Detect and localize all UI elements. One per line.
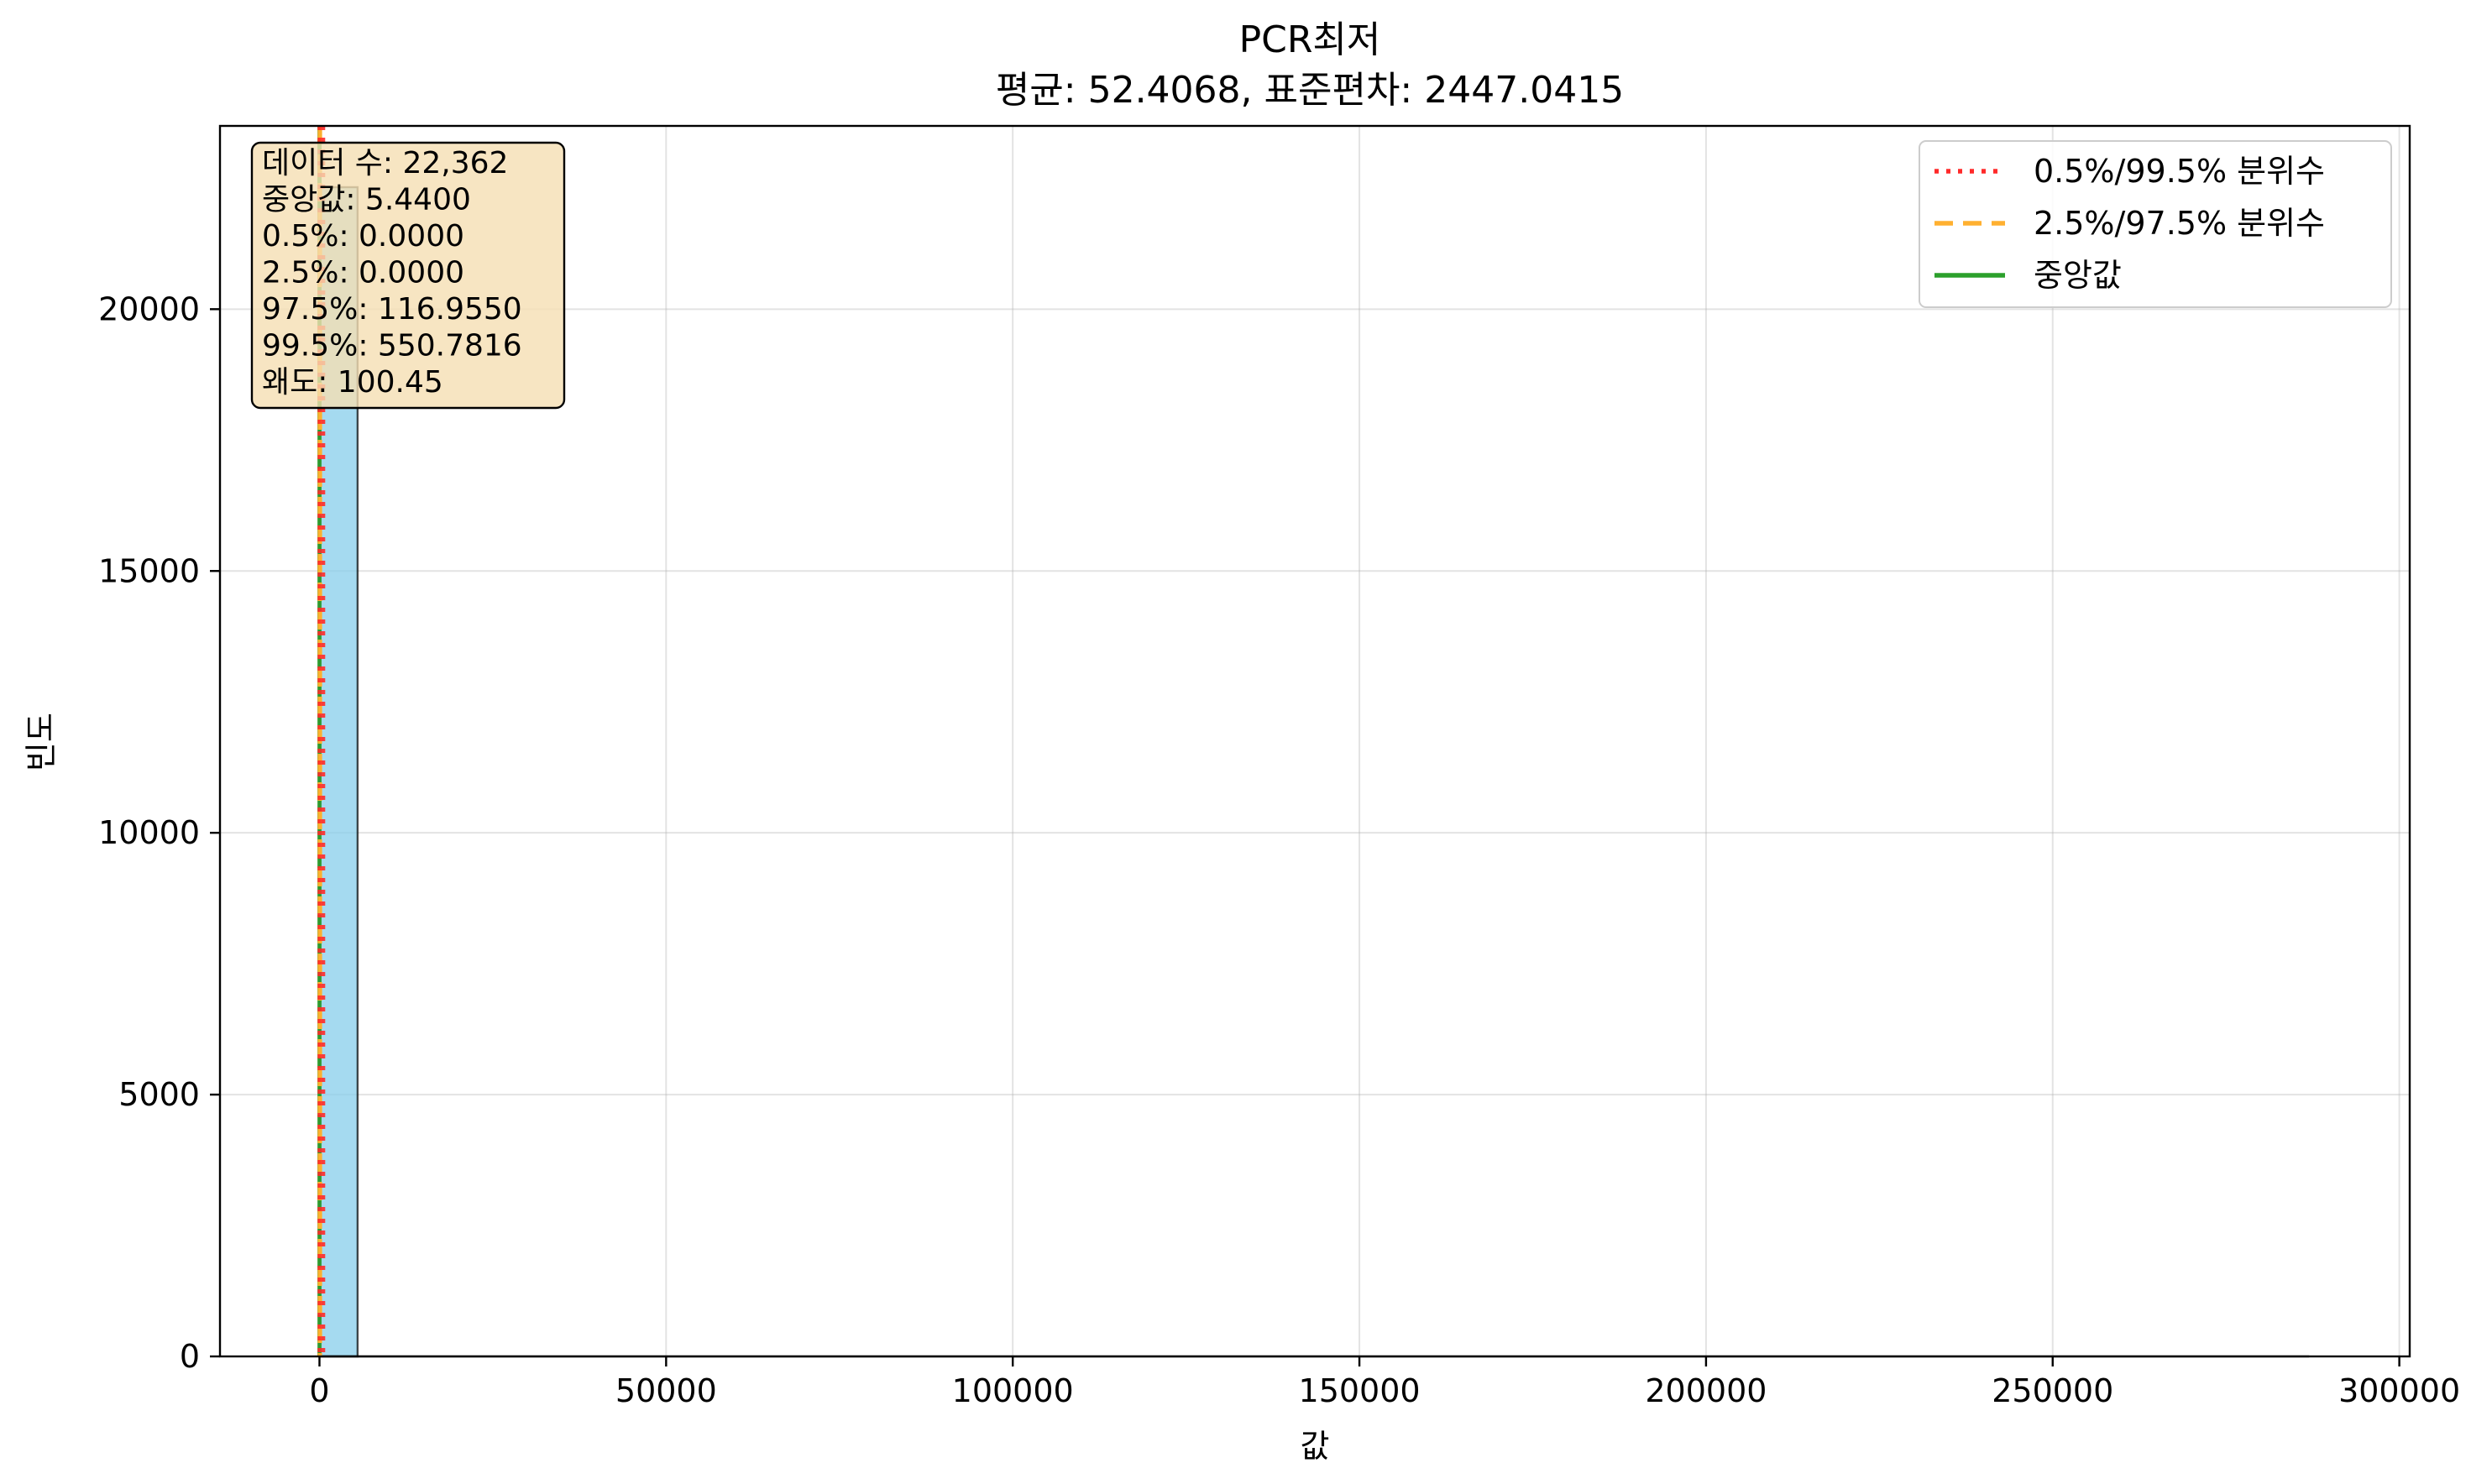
x-tick-label: 200000	[1645, 1372, 1767, 1409]
stats-line: 왜도: 100.45	[262, 365, 443, 400]
y-tick-label: 0	[180, 1338, 200, 1375]
x-axis-ticks: 0 50000 100000 150000 200000 250000 300000	[309, 1356, 2460, 1409]
plot-area-frame	[218, 124, 2411, 1358]
chart-title: PCR최저	[1239, 18, 1381, 61]
stats-line: 2.5%: 0.0000	[262, 256, 464, 290]
legend-box	[1919, 140, 2392, 308]
grid	[220, 126, 2410, 1357]
legend-label: 중앙값	[2034, 257, 2122, 294]
y-axis-ticks: 0 5000 10000 15000 20000	[98, 290, 220, 1375]
stats-line: 데이터 수: 22,362	[262, 146, 508, 180]
stats-box-background	[250, 141, 566, 410]
x-tick-label: 0	[309, 1372, 329, 1409]
x-tick-label: 150000	[1299, 1372, 1421, 1409]
histogram-bars	[318, 186, 2310, 1358]
stats-line: 99.5%: 550.7816	[262, 329, 522, 363]
x-tick-label: 100000	[952, 1372, 1074, 1409]
stats-line: 97.5%: 116.9550	[262, 292, 522, 327]
stats-line: 0.5%: 0.0000	[262, 219, 464, 253]
y-tick-label: 10000	[98, 814, 200, 851]
legend-label: 0.5%/99.5% 분위수	[2034, 153, 2325, 190]
x-tick-label: 300000	[2338, 1372, 2460, 1409]
x-axis-label: 값	[1301, 1428, 1330, 1465]
legend-label: 2.5%/97.5% 분위수	[2034, 205, 2325, 242]
y-tick-label: 5000	[118, 1076, 200, 1113]
y-axis-label: 빈도	[23, 713, 60, 771]
y-tick-label: 15000	[98, 552, 200, 589]
y-tick-label: 20000	[98, 290, 200, 327]
stats-line: 중앙값: 5.4400	[262, 183, 471, 217]
chart-subtitle: 평균: 52.4068, 표준편차: 2447.0415	[996, 69, 1624, 112]
x-tick-label: 250000	[1992, 1372, 2113, 1409]
x-tick-label: 50000	[615, 1372, 717, 1409]
